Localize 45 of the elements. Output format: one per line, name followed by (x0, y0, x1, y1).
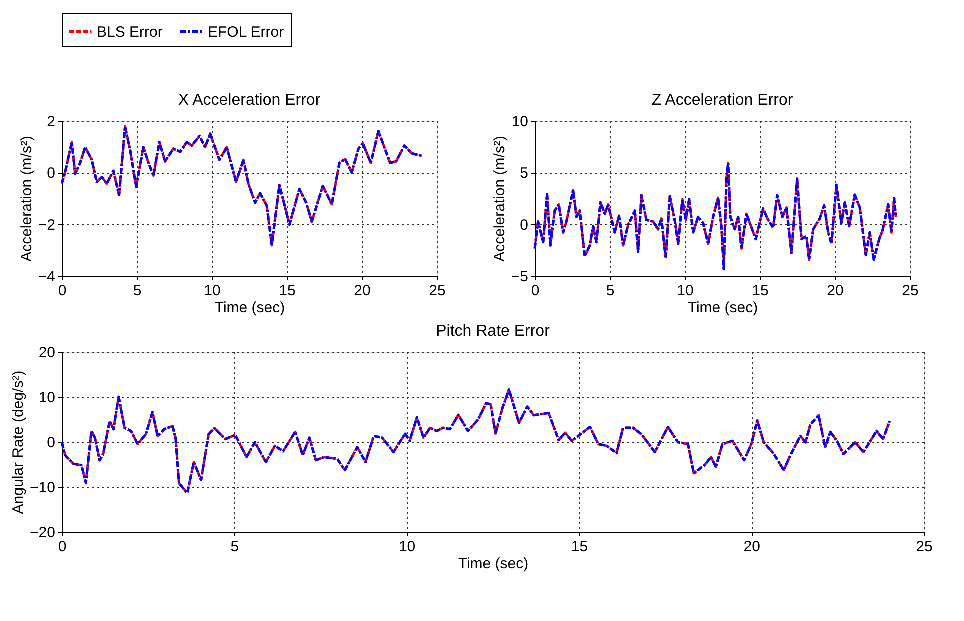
y-tick-label: 10 (512, 114, 528, 130)
x-tick-label: 25 (902, 282, 919, 300)
y-tick-label: 10 (38, 390, 56, 406)
x-tick-label: 15 (279, 282, 296, 300)
line-series (534, 162, 898, 271)
y-tick-label: −20 (30, 524, 56, 542)
y-tick-label: 20 (38, 344, 56, 362)
legend-label: BLS Error (97, 24, 163, 41)
x-tick-label: 5 (606, 282, 615, 300)
y-tick-label: 0 (47, 434, 56, 452)
x-tick-label: 20 (354, 282, 371, 300)
line-series (60, 388, 892, 495)
y-tick-label: −10 (30, 480, 56, 496)
chart-title: Z Acceleration Error (652, 92, 794, 109)
x-tick-label: 15 (752, 282, 769, 300)
y-tick-label: 2 (47, 114, 56, 130)
y-axis-title: Angular Rate (deg/s²) (10, 370, 28, 514)
y-tick-label: −2 (38, 216, 56, 234)
x-tick-label: 5 (133, 282, 142, 300)
y-tick-label: −4 (38, 268, 56, 286)
y-tick-label: 0 (520, 216, 528, 234)
x-tick-label: 20 (744, 538, 760, 556)
x-tick-label: 10 (398, 538, 416, 556)
x-tick-label: 20 (827, 282, 844, 300)
y-tick-label: 0 (47, 165, 56, 182)
x-tick-label: 25 (916, 538, 933, 556)
y-tick-label: 5 (520, 165, 528, 182)
x-tick-label: 10 (204, 282, 221, 300)
y-tick-label: −5 (511, 268, 528, 286)
x-tick-label: 5 (230, 538, 240, 556)
x-tick-label: 0 (58, 538, 67, 556)
line-series (60, 125, 424, 247)
x-axis-title: Time (sec) (214, 300, 286, 316)
x-tick-label: 0 (58, 282, 67, 300)
y-axis-title: Acceleration (m/s²) (18, 136, 36, 262)
chart-title: Pitch Rate Error (436, 323, 551, 340)
x-tick-label: 10 (677, 282, 694, 300)
x-tick-label: 0 (531, 282, 540, 300)
x-tick-label: 25 (429, 282, 446, 300)
chart-title: X Acceleration Error (178, 92, 322, 109)
legend-label: EFOL Error (208, 24, 284, 41)
x-tick-label: 15 (571, 538, 588, 556)
x-axis-title: Time (sec) (688, 300, 758, 316)
y-axis-title: Acceleration (m/s²) (491, 136, 508, 262)
x-axis-title: Time (sec) (458, 556, 529, 572)
